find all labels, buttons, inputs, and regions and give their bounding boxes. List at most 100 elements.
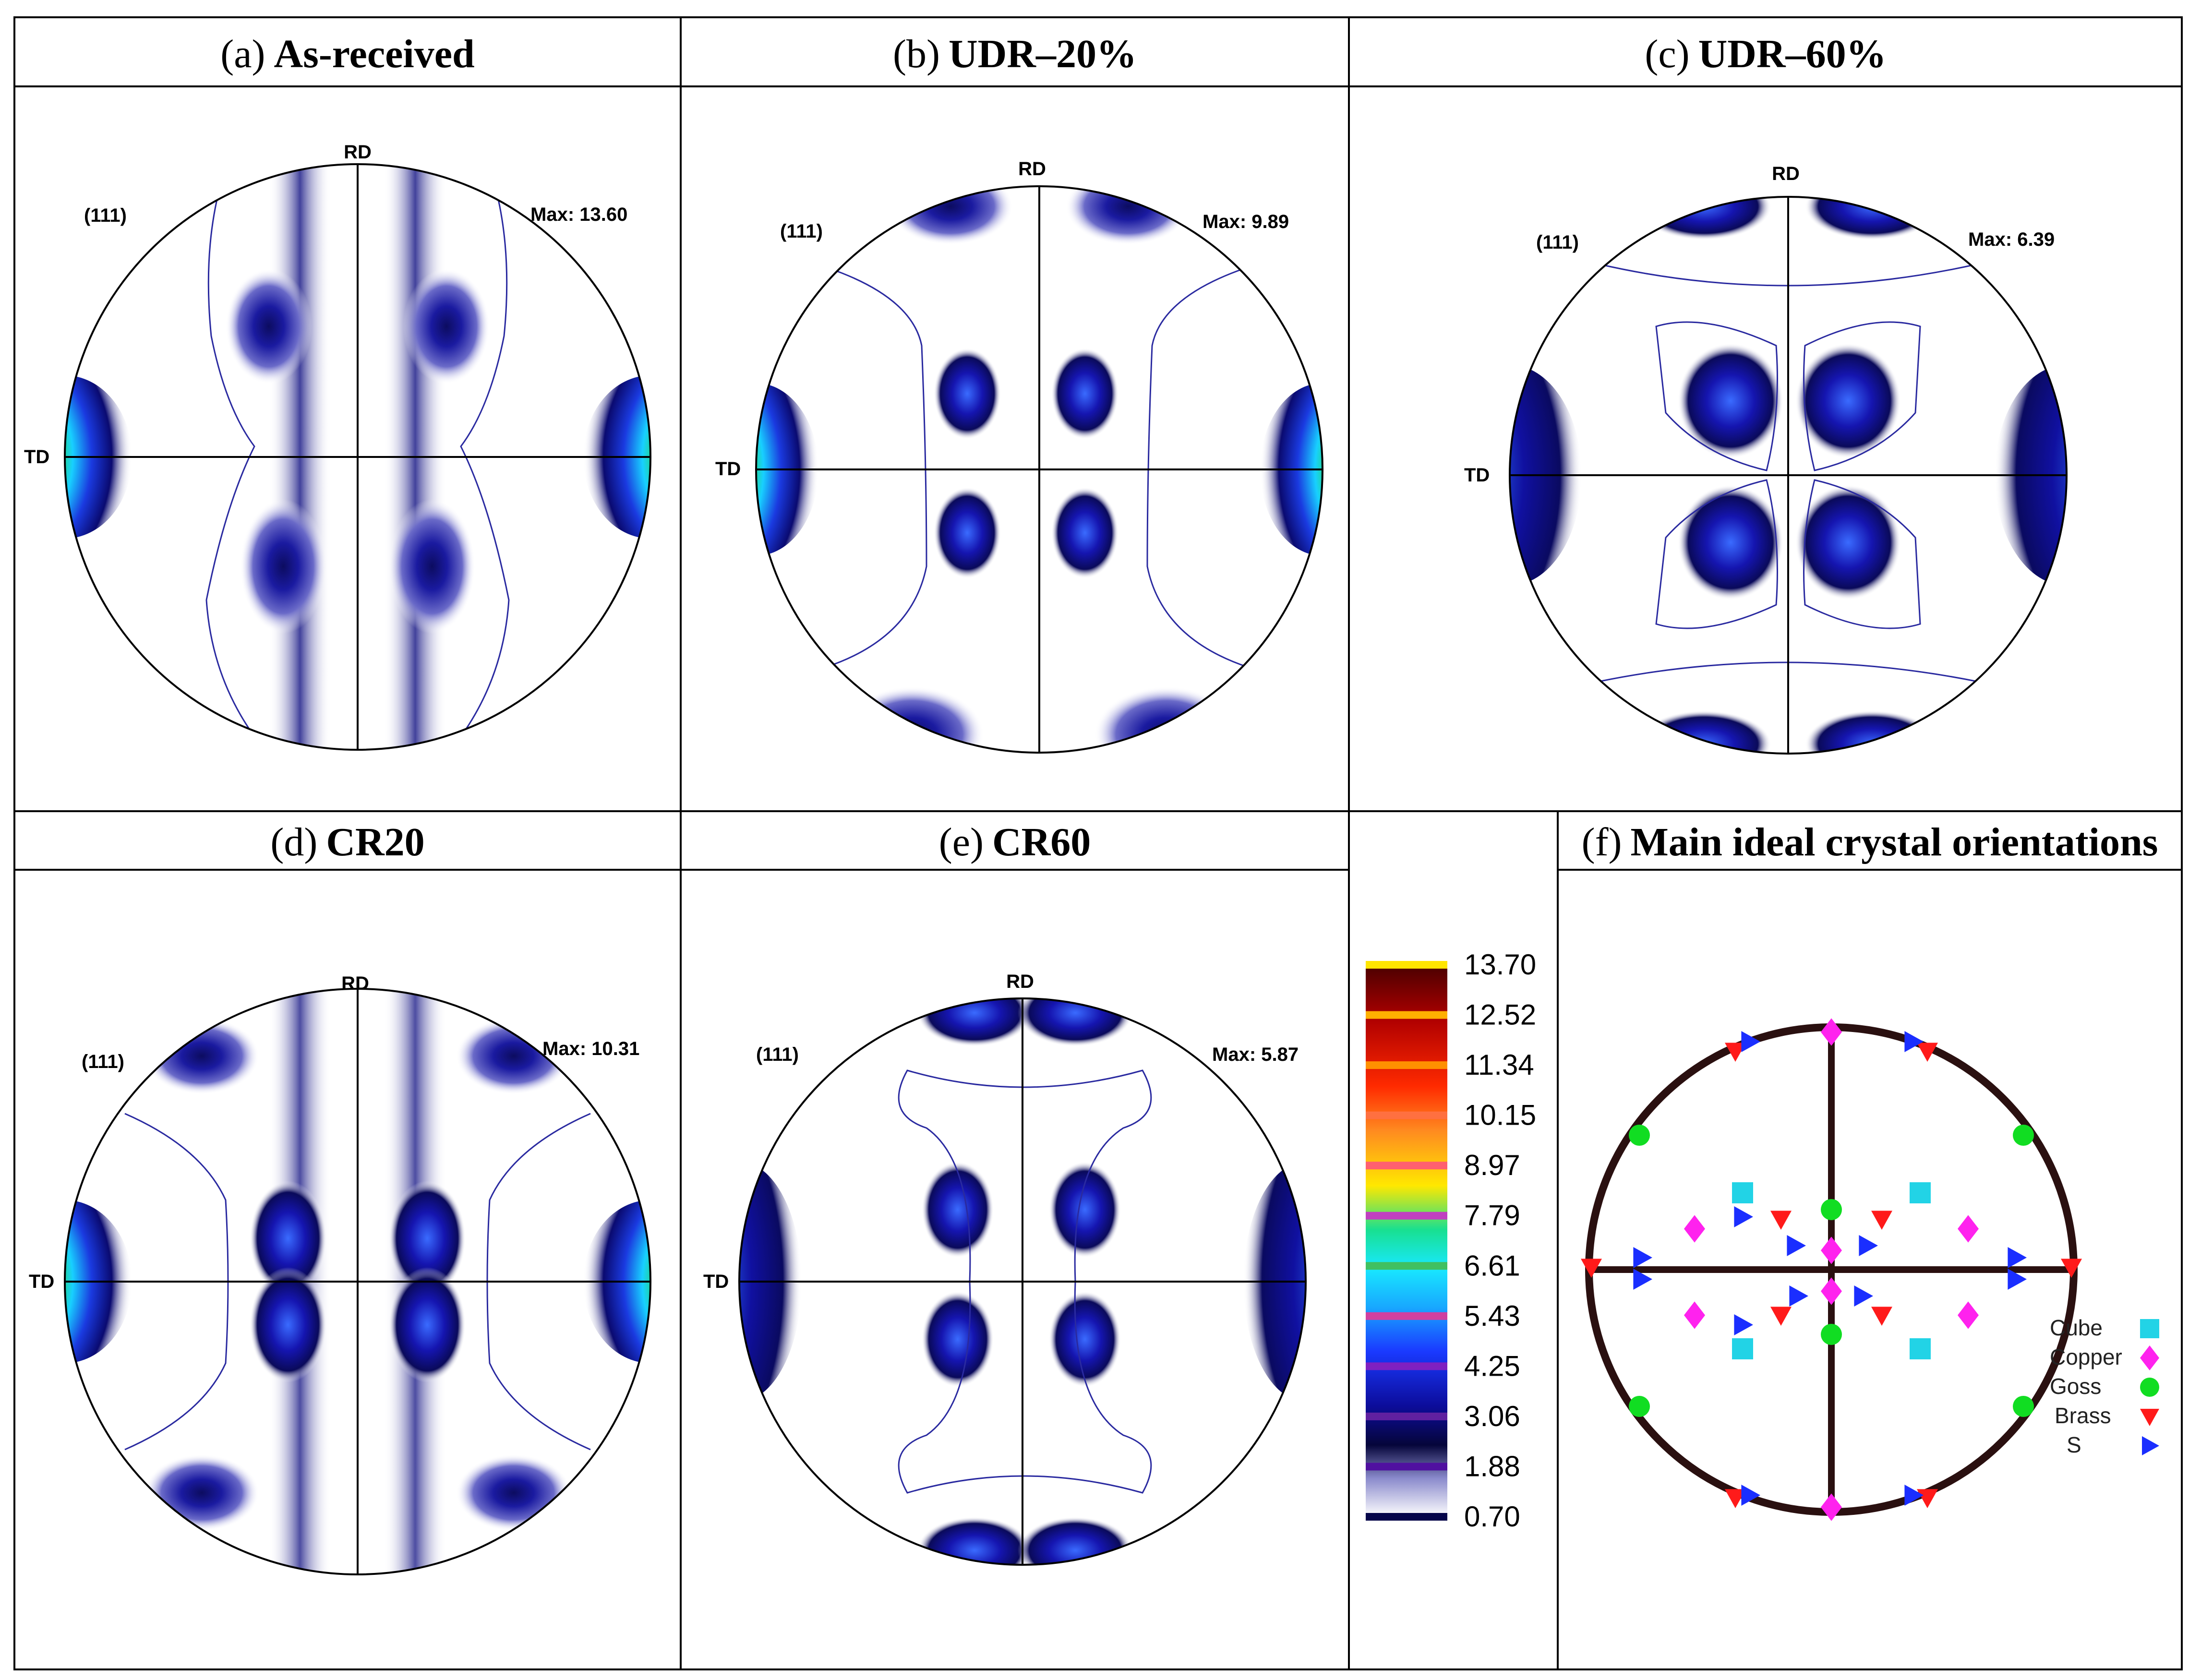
- pole-label-a: (111): [84, 205, 127, 226]
- orientation-marker-copper: [1958, 1215, 1979, 1243]
- panel-b-title: (b) UDR–20%: [893, 32, 1137, 76]
- legend-marker-brass: [2140, 1409, 2159, 1426]
- td-label-d: TD: [29, 1271, 54, 1292]
- colorbar-label: 10.15: [1464, 1099, 1536, 1131]
- orientation-marker-copper: [1821, 1493, 1842, 1521]
- figure-grid: [13, 16, 2183, 1670]
- orientation-marker-brass: [1725, 1489, 1746, 1508]
- colorbar-tick: [1366, 1463, 1447, 1471]
- orientation-marker-copper: [1821, 1236, 1842, 1264]
- panel-f-title: (f) Main ideal crystal orientations: [1582, 820, 2158, 864]
- orientation-marker-s: [1787, 1235, 1806, 1256]
- legend-brass-label: Brass: [2055, 1403, 2111, 1428]
- colorbar-label: 4.25: [1464, 1350, 1520, 1382]
- colorbar-tick: [1366, 1162, 1447, 1170]
- orientation-marker-brass: [1917, 1043, 1938, 1062]
- colorbar-label: 12.52: [1464, 999, 1536, 1031]
- orientation-marker-cube: [1910, 1338, 1931, 1359]
- orientation-marker-brass: [1871, 1307, 1892, 1326]
- orientation-marker-goss: [2013, 1396, 2034, 1417]
- legend-s-label: S: [2067, 1432, 2081, 1457]
- orientation-marker-s: [2008, 1247, 2027, 1268]
- orientation-marker-s: [1904, 1031, 1924, 1052]
- orientation-marker-s: [1633, 1247, 1652, 1268]
- panel-a-title: (a) As-received: [220, 32, 475, 76]
- max-label-b: Max: 9.89: [1203, 211, 1289, 232]
- legend-goss-label: Goss: [2050, 1374, 2101, 1399]
- colorbar-label: 8.97: [1464, 1149, 1520, 1181]
- orientation-marker-copper: [1821, 1018, 1842, 1046]
- orientation-marker-goss: [1629, 1125, 1650, 1146]
- legend-cube-label: Cube: [2050, 1315, 2103, 1340]
- panel-c-title: (c) UDR–60%: [1645, 32, 1886, 76]
- colorbar-label: 5.43: [1464, 1300, 1520, 1332]
- colorbar-tick: [1366, 1312, 1447, 1320]
- orientation-marker-s: [1741, 1485, 1760, 1506]
- rd-label-d: RD: [341, 973, 369, 994]
- orientation-marker-goss: [1821, 1324, 1842, 1345]
- orientation-marker-s: [1854, 1285, 1873, 1307]
- colorbar-tick: [1366, 1111, 1447, 1119]
- orientation-marker-brass: [1770, 1211, 1792, 1230]
- orientation-marker-copper: [1684, 1301, 1705, 1329]
- orientation-marker-brass: [2061, 1259, 2082, 1278]
- max-label-a: Max: 13.60: [530, 204, 627, 225]
- colorbar-tick: [1366, 1262, 1447, 1270]
- colorbar-label: 11.34: [1464, 1049, 1534, 1081]
- colorbar-tick: [1366, 1362, 1447, 1370]
- colorbar-label: 6.61: [1464, 1249, 1520, 1282]
- orientation-marker-s: [2008, 1269, 2027, 1290]
- orientation-marker-s: [1734, 1206, 1753, 1227]
- orientation-marker-brass: [1871, 1211, 1892, 1230]
- ideal-orientations-diagram: [1581, 1018, 2082, 1521]
- orientation-marker-cube: [1910, 1182, 1931, 1203]
- orientation-marker-brass: [1581, 1259, 1602, 1278]
- pole-figure-b: RD TD (111) Max: 9.89: [715, 158, 1323, 754]
- pole-figure-c: RD TD (111) Max: 6.39: [1464, 163, 2068, 755]
- orientation-marker-brass: [1770, 1307, 1792, 1326]
- orientation-marker-brass: [1917, 1489, 1938, 1508]
- colorbar-tick: [1366, 1212, 1447, 1220]
- orientation-marker-copper: [1958, 1301, 1979, 1329]
- legend-marker-s: [2142, 1436, 2159, 1455]
- orientation-marker-goss: [2013, 1125, 2034, 1146]
- panel-d-title: (d) CR20: [270, 820, 424, 864]
- orientation-marker-s: [1734, 1314, 1753, 1335]
- max-label-d: Max: 10.31: [542, 1038, 639, 1059]
- colorbar-tick: [1366, 1061, 1447, 1069]
- orientation-marker-s: [1633, 1269, 1652, 1290]
- max-label-e: Max: 5.87: [1212, 1044, 1299, 1065]
- colorbar-label: 7.79: [1464, 1200, 1520, 1232]
- legend-marker-cube: [2140, 1319, 2159, 1338]
- rd-label-b: RD: [1018, 158, 1046, 180]
- pole-figure-a: RD TD (111) Max: 13.60: [24, 142, 651, 751]
- orientation-marker-copper: [1684, 1215, 1705, 1243]
- colorbar-label: 0.70: [1464, 1500, 1520, 1533]
- orientation-marker-goss: [1821, 1199, 1842, 1220]
- orientation-marker-s: [1789, 1285, 1808, 1307]
- legend-marker-goss: [2140, 1378, 2159, 1397]
- orientation-marker-goss: [1629, 1396, 1650, 1417]
- td-label-b: TD: [715, 458, 741, 480]
- colorbar-label: 3.06: [1464, 1400, 1520, 1432]
- orientation-marker-s: [1904, 1485, 1924, 1506]
- td-label-e: TD: [703, 1271, 729, 1292]
- colorbar-label: 13.70: [1464, 948, 1536, 981]
- max-label-c: Max: 6.39: [1968, 229, 2055, 250]
- pole-label-c: (111): [1536, 232, 1579, 253]
- pole-label-e: (111): [756, 1044, 799, 1065]
- orientation-marker-cube: [1732, 1182, 1753, 1203]
- td-label-c: TD: [1464, 465, 1490, 486]
- orientation-legend: Cube Copper Goss Brass S: [2050, 1315, 2159, 1457]
- colorbar-tick: [1366, 1412, 1447, 1420]
- rd-label-c: RD: [1772, 163, 1800, 184]
- colorbar-tick: [1366, 961, 1447, 969]
- orientation-marker-s: [1741, 1031, 1760, 1052]
- pole-label-b: (111): [780, 221, 823, 242]
- colorbar-label: 1.88: [1464, 1450, 1520, 1482]
- rd-label-a: RD: [344, 142, 372, 163]
- pole-label-d: (111): [82, 1051, 124, 1072]
- orientation-marker-brass: [1725, 1043, 1746, 1062]
- colorbar: 13.70 12.52 11.34 10.15 8.97 7.79 6.61 5.43 4.25…: [1366, 948, 1536, 1533]
- colorbar-tick: [1366, 1011, 1447, 1019]
